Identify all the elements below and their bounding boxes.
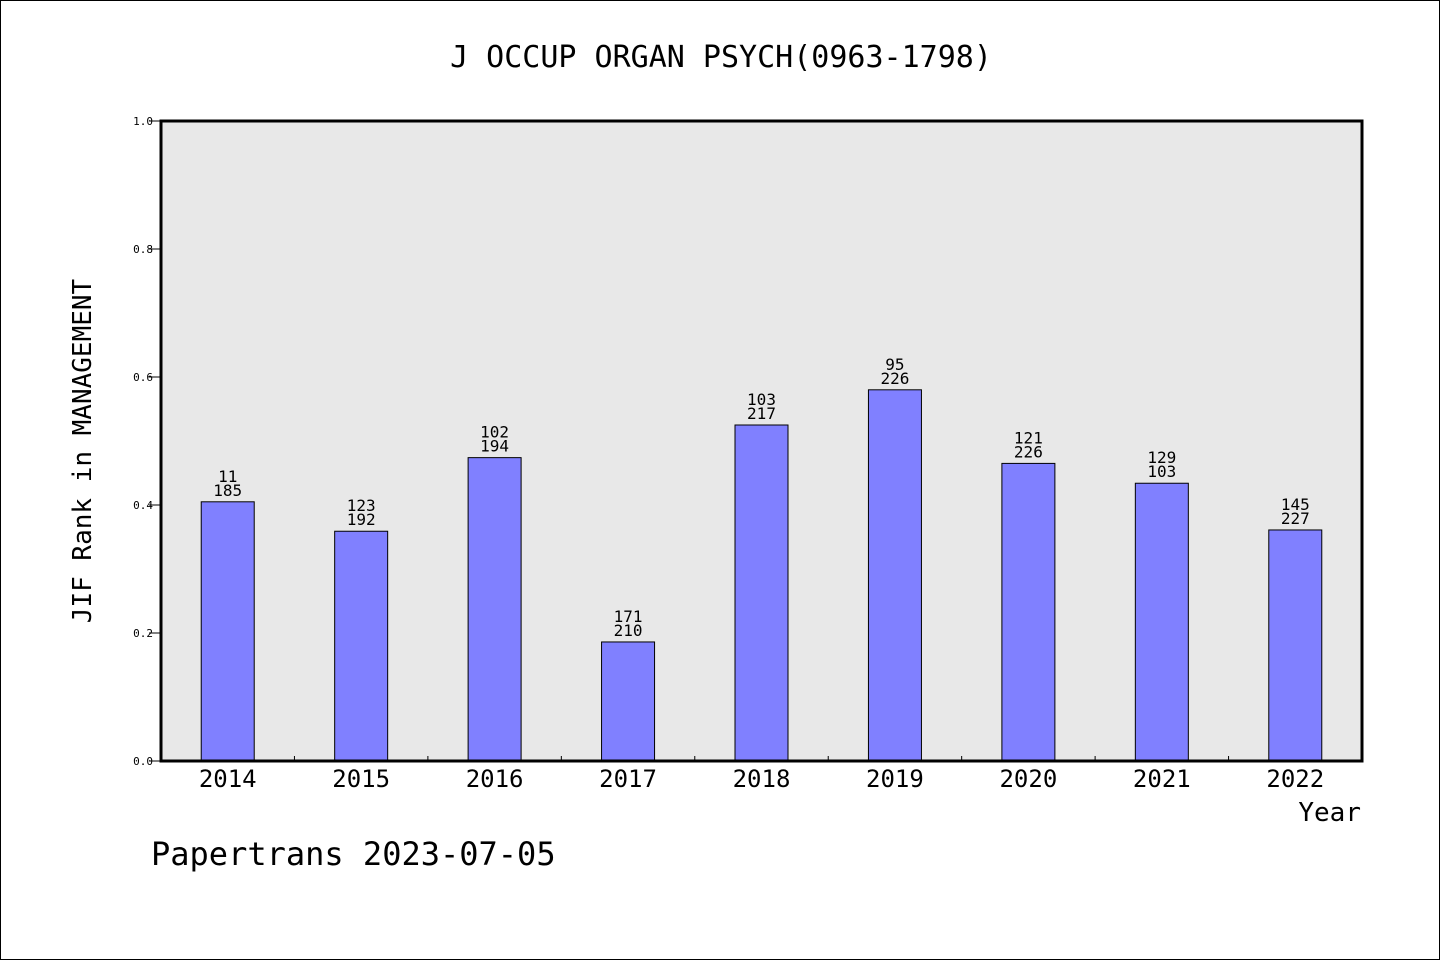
y-tick-label: 1.0 — [133, 115, 153, 128]
bar-2017 — [601, 641, 656, 762]
y-tick-label: 0.0 — [133, 755, 153, 768]
bar-label-rank: 129 — [1147, 448, 1176, 467]
bar-2015 — [334, 530, 389, 762]
y-axis-label: JIF Rank in MANAGEMENT — [68, 278, 98, 623]
bar-label-rank: 121 — [1014, 428, 1043, 447]
bar-2022 — [1268, 529, 1323, 762]
plot-border — [159, 119, 1364, 763]
chart-title: J OCCUP ORGAN PSYCH(0963-1798) — [450, 40, 992, 75]
x-tick-label: 2021 — [1133, 765, 1191, 793]
x-tick-label: 2016 — [466, 765, 524, 793]
y-tick-label: 0.8 — [133, 243, 153, 256]
bar-label-total: 210 — [614, 621, 643, 640]
bar-label-total: 227 — [1281, 509, 1310, 528]
bar-2020 — [1001, 462, 1056, 762]
x-tick-label: 2020 — [999, 765, 1057, 793]
bar-labels: 1118512319210219417121010321795226121226… — [213, 355, 1309, 640]
x-tick-label: 2019 — [866, 765, 924, 793]
bar-label-total: 226 — [880, 369, 909, 388]
bar-label-rank: 102 — [480, 423, 509, 442]
bar-label-rank: 11 — [218, 467, 237, 486]
x-tick-label: 2017 — [599, 765, 657, 793]
footer-text: Papertrans 2023-07-05 — [151, 835, 556, 873]
bar-label-total: 185 — [213, 481, 242, 500]
bar-label-rank: 103 — [747, 390, 776, 409]
x-axis: 2014 2015 2016 2017 2018 2019 2020 2021 2022 — [199, 756, 1324, 793]
bar-label-total: 194 — [480, 437, 509, 456]
x-axis-label: Year — [1298, 798, 1361, 828]
bar-label-total: 226 — [1014, 442, 1043, 461]
bar-label-total: 217 — [747, 404, 776, 423]
bar-2014 — [200, 501, 255, 762]
bar-2019 — [867, 389, 922, 762]
y-tick-label: 0.6 — [133, 371, 153, 384]
x-tick-label: 2018 — [733, 765, 791, 793]
bar-label-total: 192 — [347, 510, 376, 529]
bars — [200, 389, 1323, 762]
bar-label-total: 103 — [1147, 462, 1176, 481]
bar-label-rank: 145 — [1281, 495, 1310, 514]
bar-label-rank: 95 — [885, 355, 904, 374]
x-tick-label: 2022 — [1266, 765, 1324, 793]
bar-2021 — [1134, 482, 1189, 762]
y-tick-label: 0.4 — [133, 499, 153, 512]
x-tick-label: 2014 — [199, 765, 257, 793]
bar-2016 — [467, 457, 522, 762]
bar-label-rank: 123 — [347, 496, 376, 515]
y-axis: 0.0 0.2 0.4 0.6 0.8 1.0 — [133, 115, 161, 768]
y-tick-label: 0.2 — [133, 627, 153, 640]
x-tick-label: 2015 — [332, 765, 390, 793]
bar-label-rank: 171 — [614, 607, 643, 626]
bar-2018 — [734, 424, 789, 762]
